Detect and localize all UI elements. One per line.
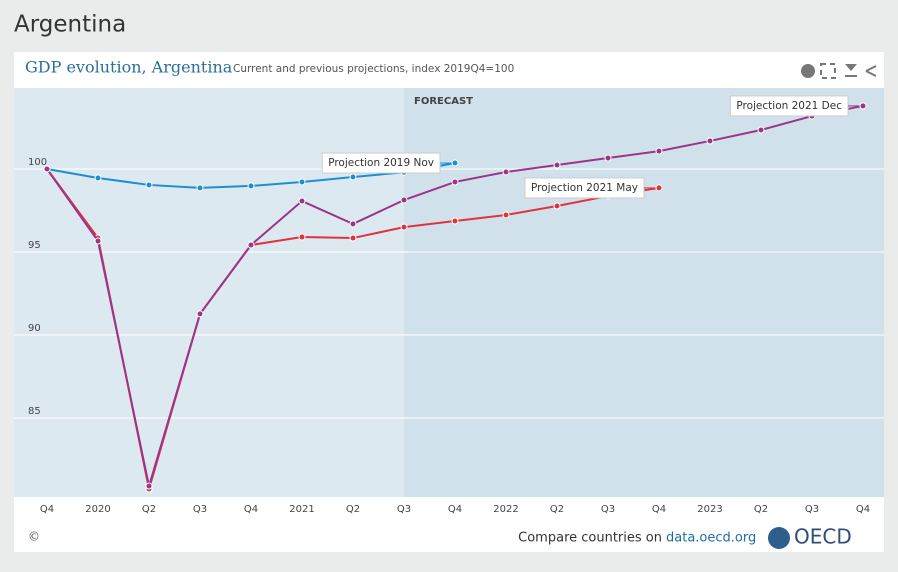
data-point [247,182,255,190]
data-point [859,102,867,110]
series-tag-label: Projection 2021 Dec [736,100,842,112]
oecd-globe [768,527,790,549]
data-point [553,161,561,169]
x-tick-label: Q4 [40,504,54,515]
y-tick-label: 100 [28,157,47,168]
y-tick-label: 90 [28,323,41,334]
data-point [349,173,357,181]
data-point [502,211,510,219]
expand-icon[interactable] [820,63,836,79]
data-link[interactable]: data.oecd.org [666,531,756,546]
series-tag: Projection 2019 Nov [321,152,451,174]
chart-title: GDP evolution, Argentina [25,58,233,77]
x-tick-label: 2021 [289,504,314,515]
data-point [757,126,765,134]
info-icon[interactable] [801,64,815,78]
x-tick-label: 2020 [85,504,110,515]
x-tick-label: Q3 [193,504,207,515]
data-point [94,237,102,245]
data-point [400,196,408,204]
x-tick-label: Q2 [550,504,564,515]
data-point [196,184,204,192]
data-point [604,154,612,162]
x-tick-label: Q3 [601,504,615,515]
data-point [298,197,306,205]
compare-text: Compare countries on [518,531,662,546]
data-point [43,165,51,173]
data-point [655,147,663,155]
data-point [706,137,714,145]
data-point [247,241,255,249]
x-tick-label: 2022 [493,504,518,515]
data-point [451,159,459,167]
x-tick-label: Q2 [142,504,156,515]
data-point [553,202,561,210]
data-point [502,168,510,176]
data-point [145,482,153,490]
x-tick-label: Q4 [244,504,258,515]
data-point [196,310,204,318]
chart-subtitle: Current and previous projections, index … [233,63,514,75]
data-point [298,178,306,186]
data-point [145,181,153,189]
x-tick-label: Q4 [448,504,462,515]
y-tick-label: 95 [28,240,41,251]
x-tick-label: Q2 [754,504,768,515]
data-point [298,233,306,241]
series-tag: Projection 2021 May [524,177,655,199]
data-point [451,178,459,186]
toolbar [801,63,877,79]
data-point [349,234,357,242]
x-tick-label: Q3 [805,504,819,515]
x-tick-label: Q3 [397,504,411,515]
copyright: © [28,530,40,544]
share-icon[interactable] [865,65,877,77]
forecast-region [404,88,884,497]
x-tick-label: 2023 [697,504,722,515]
x-tick-label: Q4 [856,504,870,515]
series-tag: Projection 2021 Dec [729,95,859,117]
download-icon[interactable] [845,64,857,77]
series-tag-label: Projection 2021 May [531,182,638,194]
series-tag-label: Projection 2019 Nov [328,157,434,169]
data-point [94,174,102,182]
data-point [655,184,663,192]
forecast-label: FORECAST [414,96,473,107]
x-tick-label: Q2 [346,504,360,515]
data-point [451,217,459,225]
x-tick-label: Q4 [652,504,666,515]
oecd-logo: OECD [794,525,852,549]
page-title: Argentina [14,12,126,38]
data-point [349,220,357,228]
data-point [400,223,408,231]
y-tick-label: 85 [28,406,41,417]
